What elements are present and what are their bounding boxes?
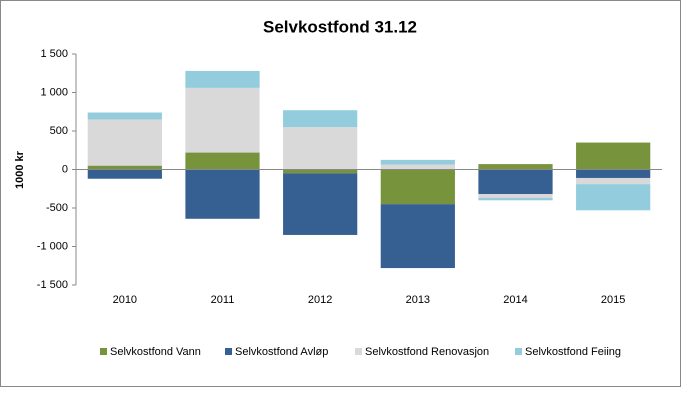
bar <box>576 169 651 178</box>
bar <box>87 119 162 166</box>
legend-label: Selvkostfond Feiing <box>525 346 621 358</box>
y-tick-label: -1 000 <box>37 240 68 252</box>
bar <box>380 164 455 170</box>
bar <box>576 177 651 185</box>
x-tick-label: 2015 <box>601 294 625 306</box>
x-tick-label: 2012 <box>308 294 332 306</box>
bar <box>283 173 358 235</box>
bar <box>380 204 455 269</box>
bar <box>576 142 651 170</box>
legend-label: Selvkostfond Renovasjon <box>365 346 489 358</box>
y-tick-label: 500 <box>50 125 68 137</box>
bar <box>283 169 358 174</box>
y-tick-label: 0 <box>62 163 68 175</box>
bar <box>87 165 162 170</box>
bar <box>283 110 358 128</box>
legend-swatch <box>515 348 522 355</box>
x-tick-label: 2014 <box>503 294 527 306</box>
x-tick-label: 2010 <box>113 294 137 306</box>
bar <box>87 169 162 179</box>
bar <box>87 112 162 120</box>
bar <box>185 70 260 88</box>
bar <box>185 169 260 219</box>
bar <box>478 169 553 195</box>
y-axis-label: 1000 kr <box>14 150 26 189</box>
bar <box>576 184 651 211</box>
bar <box>185 152 260 170</box>
chart-title: Selvkostfond 31.12 <box>263 17 417 36</box>
y-tick-label: 1 500 <box>40 48 68 60</box>
bar <box>380 169 455 205</box>
bar <box>283 127 358 170</box>
legend-swatch <box>100 348 107 355</box>
legend-label: Selvkostfond Avløp <box>235 346 328 358</box>
bar <box>478 197 553 201</box>
legend-swatch <box>225 348 232 355</box>
x-tick-label: 2011 <box>211 294 235 306</box>
bar <box>185 87 260 153</box>
legend-label: Selvkostfond Vann <box>110 346 201 358</box>
y-tick-label: -500 <box>46 202 68 214</box>
y-tick-label: 1 000 <box>40 86 68 98</box>
y-tick-label: -1 500 <box>37 279 68 291</box>
x-tick-label: 2013 <box>406 294 430 306</box>
bar <box>478 194 553 198</box>
bar <box>478 164 553 170</box>
legend-swatch <box>355 348 362 355</box>
bar <box>380 159 455 165</box>
